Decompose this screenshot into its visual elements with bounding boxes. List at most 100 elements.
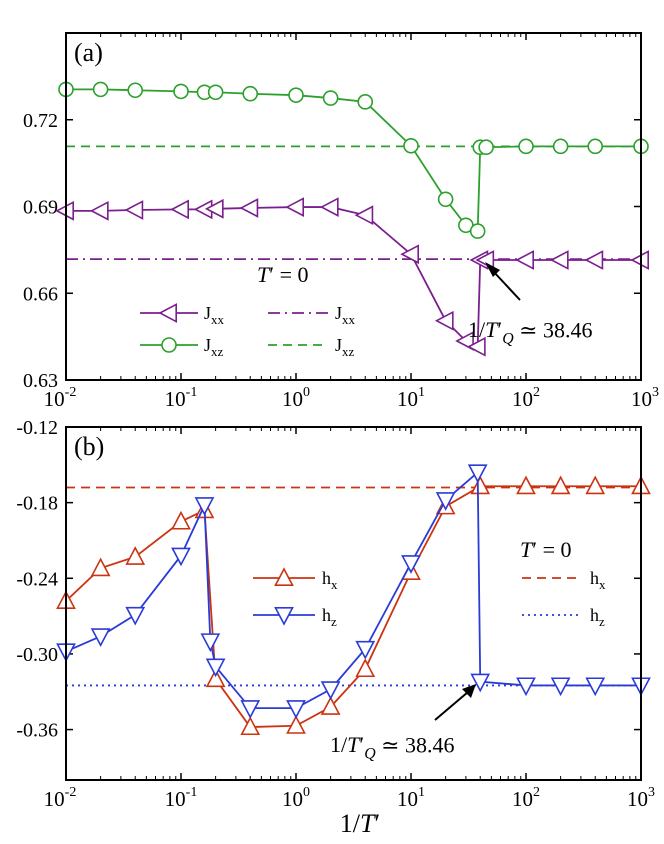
data-point-Jxx: [434, 310, 454, 331]
panel-label: (b): [74, 432, 104, 461]
annotation-text: 1/T′Q ≃ 38.46: [468, 317, 593, 348]
data-point-hz: [355, 640, 376, 660]
data-point-hx: [550, 475, 571, 495]
y-tick-label: -0.18: [16, 493, 58, 515]
series-line-hx: [65, 485, 641, 728]
data-point-Jxz: [437, 191, 454, 208]
y-tick-label: -0.12: [16, 417, 58, 439]
x-tick-label: 103: [631, 385, 659, 411]
data-point-hx: [240, 716, 261, 736]
y-tick-label: -0.30: [16, 644, 58, 666]
plot-frame: [65, 426, 642, 781]
legend-label: hx: [322, 568, 338, 592]
legend-label: Jxz: [204, 335, 223, 359]
data-point-Jxx: [89, 200, 109, 221]
annotation-text: 1/T′Q ≃ 38.46: [330, 732, 455, 763]
data-point-hx: [205, 668, 226, 688]
data-point-Jxz: [587, 138, 604, 155]
y-tick-label: 0.66: [23, 283, 58, 305]
data-point-hz: [550, 677, 571, 697]
data-point-hx: [125, 546, 146, 565]
data-point-Jxx: [515, 250, 535, 270]
data-point-hz: [200, 633, 221, 653]
data-point-Jxz: [127, 82, 144, 99]
data-point-hx: [171, 510, 191, 530]
legend-label: hz: [322, 605, 337, 629]
legend-label: Jxx: [204, 303, 224, 327]
data-point-Jxz: [552, 138, 569, 155]
x-tick-label: 101: [397, 385, 425, 411]
legend-marker: [274, 606, 294, 626]
data-point-Jxz: [469, 223, 486, 239]
x-tick-label: 100: [282, 785, 310, 811]
x-tick-label: 10-1: [165, 785, 198, 811]
y-tick-label: 0.69: [23, 197, 58, 219]
data-point-hx: [585, 475, 606, 495]
data-point-Jxx: [475, 250, 495, 270]
data-point-hz: [205, 658, 226, 678]
data-point-hz: [470, 673, 491, 693]
x-tick-label: 10-1: [165, 385, 198, 411]
data-point-Jxx: [319, 197, 339, 217]
panel-b: 10-2 10-1 100 101 102 103 -0.36 -0.30 -0.24 -0.18…: [16, 417, 655, 838]
data-point-Jxz: [322, 90, 339, 106]
data-point-hx: [355, 658, 376, 678]
data-point-Jxz: [92, 81, 109, 98]
data-point-Jxx: [170, 199, 189, 220]
panel-a: 10-2 10-1 100 101 102 103 0.63 0.66 0.69 0.72 (a) T…: [23, 32, 659, 411]
legend-label: Jxz: [335, 335, 354, 359]
x-axis-label: 1/T′: [340, 809, 380, 838]
x-tick-label: 100: [282, 385, 310, 411]
data-point-Jxx: [124, 200, 144, 220]
x-tick-label: 10-2: [44, 385, 77, 411]
annotation-arrowhead: [462, 684, 476, 698]
data-point-hx: [320, 696, 341, 715]
legend-marker: [274, 567, 294, 587]
data-point-hx: [286, 715, 306, 734]
data-point-Jxx: [584, 250, 604, 270]
data-point-hz: [90, 628, 111, 647]
data-point-Jxz: [518, 138, 534, 155]
legend-title: T′ = 0: [257, 262, 308, 287]
data-point-hz: [467, 464, 488, 484]
data-point-Jxz: [242, 85, 259, 102]
y-tick-label: -0.36: [16, 720, 58, 742]
legend-marker: [161, 337, 177, 353]
data-point-hz: [401, 555, 421, 574]
x-tick-label: 102: [512, 385, 540, 411]
data-point-Jxx: [549, 250, 569, 270]
data-point-hz: [585, 677, 606, 697]
data-point-hz: [171, 547, 191, 567]
data-point-Jxz: [357, 94, 374, 110]
data-point-Jxz: [173, 83, 189, 100]
data-point-Jxz: [207, 84, 224, 101]
data-point-hx: [90, 557, 111, 577]
y-tick-label: -0.24: [16, 568, 58, 590]
x-tick-label: 102: [512, 785, 540, 811]
legend-label: hz: [590, 605, 605, 629]
y-tick-label: 0.63: [23, 370, 58, 392]
data-point-hz: [435, 492, 456, 511]
data-point-hz: [125, 606, 146, 626]
x-tick-label: 103: [627, 785, 655, 811]
plot-frame: [65, 32, 642, 381]
x-tick-label: 101: [397, 785, 425, 811]
annotation-arrow: [492, 270, 521, 301]
data-point-Jxx: [354, 205, 374, 226]
data-point-Jxx: [400, 244, 420, 265]
annotation-arrowhead: [485, 262, 500, 277]
panel-label: (a): [74, 38, 103, 67]
data-point-Jxx: [466, 336, 486, 357]
data-point-hx: [470, 475, 491, 495]
data-point-Jxz: [403, 137, 419, 154]
data-point-Jxz: [478, 139, 494, 156]
data-point-Jxz: [288, 87, 304, 103]
data-point-hz: [320, 681, 341, 700]
data-point-Jxx: [285, 197, 305, 217]
data-point-hz: [286, 700, 306, 719]
legend-label: hx: [590, 568, 606, 592]
x-tick-label: 10-2: [44, 785, 77, 811]
data-point-Jxx: [455, 331, 474, 351]
data-point-hz: [240, 700, 261, 719]
data-point-Jxx: [239, 198, 259, 218]
